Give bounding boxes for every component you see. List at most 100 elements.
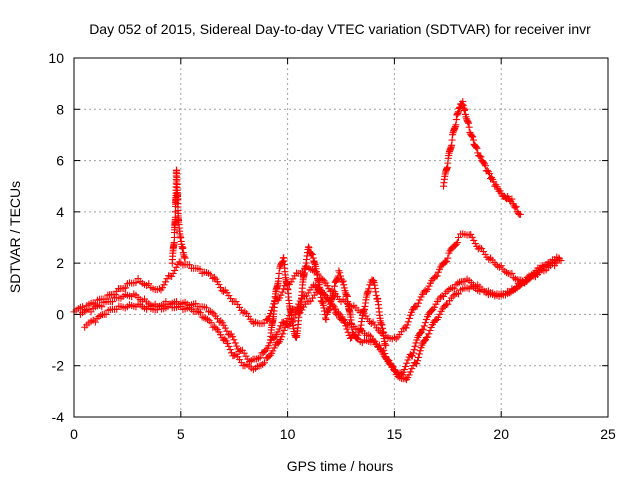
data-point-interp — [477, 153, 485, 161]
data-point-interp — [97, 311, 105, 319]
data-point — [444, 254, 452, 262]
data-point-interp — [420, 322, 428, 330]
data-point-interp — [333, 308, 341, 316]
y-tick-label: -2 — [52, 358, 65, 374]
data-point-interp — [202, 304, 210, 312]
data-point-interp — [413, 360, 421, 368]
x-tick-label: 10 — [280, 426, 296, 442]
data-point-interp — [280, 327, 288, 335]
data-point-interp — [232, 298, 240, 306]
data-point-interp — [425, 282, 433, 290]
x-tick-label: 25 — [600, 426, 616, 442]
data-point-interp — [307, 249, 315, 257]
data-point-interp — [381, 350, 389, 358]
data-point-interp — [396, 374, 404, 382]
data-point-interp — [443, 287, 451, 295]
data-point-interp — [430, 303, 438, 311]
data-point-interp — [425, 330, 433, 338]
data-point — [98, 303, 106, 311]
data-point-interp — [349, 328, 357, 336]
data-point — [209, 275, 217, 283]
data-points — [70, 98, 565, 384]
data-point — [87, 308, 95, 316]
data-point-interp — [411, 342, 419, 350]
data-point-interp — [421, 319, 429, 327]
data-point-interp — [343, 325, 351, 333]
data-point-interp — [406, 368, 414, 376]
data-point — [365, 331, 373, 339]
data-point-interp — [223, 327, 231, 335]
data-point-interp — [208, 308, 216, 316]
data-point-interp — [160, 281, 168, 289]
data-point — [365, 285, 373, 293]
data-point — [305, 244, 313, 252]
data-point-interp — [485, 255, 493, 263]
data-point-interp — [436, 293, 444, 301]
data-point-interp — [200, 314, 208, 322]
data-point-interp — [243, 309, 251, 317]
data-point-interp — [402, 324, 410, 332]
data-point-interp — [212, 324, 220, 332]
data-point-interp — [367, 319, 375, 327]
data-point — [465, 123, 473, 131]
data-point-interp — [169, 269, 177, 277]
data-point-interp — [480, 159, 488, 167]
data-point-interp — [472, 143, 480, 151]
data-point — [508, 269, 516, 277]
data-point-interp — [225, 292, 233, 300]
data-point-interp — [367, 332, 375, 340]
data-point-interp — [234, 300, 242, 308]
data-point-interp — [319, 275, 327, 283]
data-point-interp — [453, 289, 461, 297]
data-point-interp — [260, 359, 268, 367]
data-point-interp — [510, 286, 518, 294]
data-point-interp — [388, 362, 396, 370]
data-point — [440, 292, 448, 300]
data-point-interp — [445, 286, 453, 294]
data-point-interp — [343, 292, 351, 300]
data-point — [155, 285, 163, 293]
data-point-interp — [470, 236, 478, 244]
data-point-interp — [289, 275, 297, 283]
data-point-interp — [414, 299, 422, 307]
data-point-interp — [454, 279, 462, 287]
data-point-interp — [308, 250, 316, 258]
data-point-interp — [237, 359, 245, 367]
data-point-interp — [478, 245, 486, 253]
data-point-interp — [404, 318, 412, 326]
y-tick-label: 6 — [56, 153, 64, 169]
y-tick-label: 10 — [48, 50, 64, 66]
data-point — [476, 244, 484, 252]
data-point-interp — [265, 342, 273, 350]
data-point-interp — [448, 284, 456, 292]
data-point — [220, 287, 228, 295]
data-point — [102, 310, 110, 318]
data-point-interp — [253, 355, 261, 363]
data-point-interp — [269, 347, 277, 355]
data-point-interp — [419, 325, 427, 333]
data-point — [450, 285, 458, 293]
data-point-interp — [196, 309, 204, 317]
data-point-interp — [416, 347, 424, 355]
data-point-interp — [443, 257, 451, 265]
data-point — [181, 254, 189, 262]
data-point — [305, 298, 313, 306]
data-point-interp — [239, 309, 247, 317]
data-point-interp — [403, 359, 411, 367]
data-point-interp — [511, 275, 519, 283]
data-point-interp — [476, 152, 484, 160]
data-point-interp — [257, 361, 265, 369]
data-point-interp — [412, 339, 420, 347]
data-point-interp — [238, 346, 246, 354]
data-point-interp — [492, 261, 500, 269]
data-point-interp — [416, 296, 424, 304]
data-point-interp — [371, 337, 379, 345]
data-point-interp — [216, 284, 224, 292]
data-point-interp — [240, 349, 248, 357]
data-point-interp — [185, 261, 193, 269]
data-point-interp — [93, 314, 101, 322]
data-point-interp — [406, 311, 414, 319]
data-point-interp — [495, 263, 503, 271]
data-point-interp — [216, 331, 224, 339]
